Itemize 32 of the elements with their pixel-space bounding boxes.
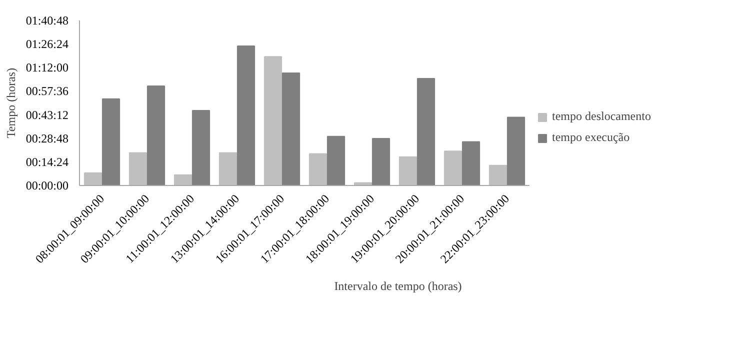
bar [264,56,282,186]
bar [174,174,192,186]
y-tick-label: 01:40:48 [26,14,69,28]
bar [488,164,508,186]
y-tick-label: 00:57:36 [26,84,69,98]
y-tick-label: 01:12:00 [26,60,69,75]
y-tick-label: 00:00:00 [26,178,69,192]
bar [84,172,102,186]
bar [282,72,300,186]
legend-label: tempo execução [552,130,630,145]
bar [416,78,436,186]
bar [192,110,210,186]
y-tick-label: 00:43:12 [26,108,69,122]
bar [462,141,480,186]
bar [506,116,526,186]
legend-label: tempo deslocamento [552,109,651,124]
y-tick-label: 00:28:48 [26,131,69,146]
y-tick-label: 01:26:24 [26,37,69,52]
bar [326,136,346,186]
bar [398,156,418,186]
bar [354,182,372,186]
bar [218,152,238,186]
bar [372,138,390,186]
bar [444,150,462,186]
y-tick-label: 00:14:24 [26,154,69,169]
bar [308,153,328,186]
bar [102,98,120,186]
bar [146,85,166,186]
bar [236,46,256,186]
bar [128,152,148,186]
y-axis-title: Tempo (horas) [4,68,18,138]
x-axis-title: Intervalo de tempo (horas) [334,278,462,293]
